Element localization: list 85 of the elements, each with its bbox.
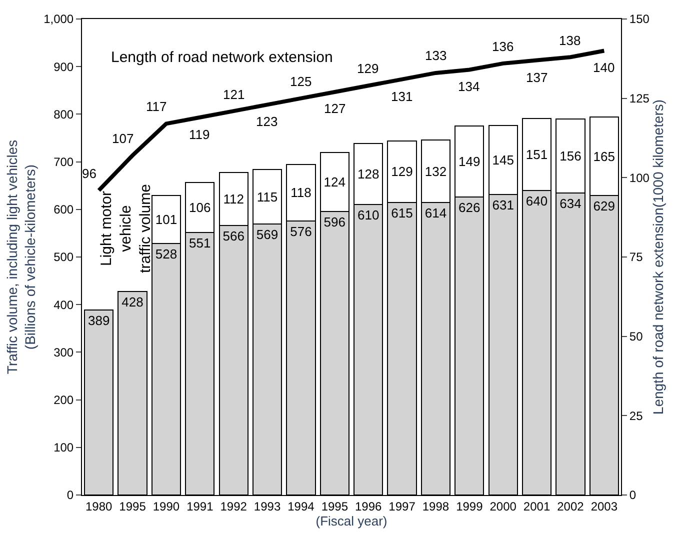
data-label: 610 [357,208,380,223]
y-tick-label: 700 [54,155,74,169]
data-label: 138 [559,33,581,48]
y2-tick-label: 100 [629,170,650,185]
y-tick-label: 900 [54,60,74,74]
y-tick-label: 400 [54,298,74,312]
data-label: 132 [424,164,447,179]
data-label: 129 [357,61,379,76]
data-label: 123 [256,114,278,129]
x-tick-label: 1993 [254,499,281,514]
data-label: 115 [256,189,278,204]
data-label: 629 [593,198,616,214]
y2-tick-label: 0 [629,488,636,502]
x-tick-label: 1980 [85,499,113,514]
data-label: 117 [146,99,167,114]
x-tick-label: 1990 [152,499,180,514]
data-label: 576 [290,224,312,239]
x-tick-label: 1997 [388,499,416,514]
x-tick-label: 1992 [220,499,248,514]
data-label: 118 [290,185,312,200]
x-tick-label: 1994 [288,499,315,514]
y2-axis-title: Length of road network extension(1000 kilometers) [650,99,666,415]
y-tick-label: 500 [54,250,74,264]
data-label: 631 [492,198,514,213]
data-label: 127 [324,101,346,116]
data-label: 528 [155,246,178,262]
data-label: 112 [223,191,244,206]
y-tick-label: 1,000 [44,12,74,26]
y2-tick-label: 50 [629,330,644,344]
y2-tick-label: 25 [629,408,644,423]
data-label: 119 [189,127,210,142]
data-label: 129 [391,164,413,180]
data-label: 131 [391,89,413,104]
data-label: 96 [82,166,96,181]
y-tick-label: 100 [54,440,74,455]
data-label: 136 [492,39,514,54]
data-label: 634 [560,196,582,212]
y-axis-title: Traffic volume, including light vehicles (Billions of vehicle-kilometers) [4,140,38,374]
data-label: 569 [256,227,278,242]
data-label: 614 [424,206,447,221]
data-label: 428 [122,294,144,310]
data-label: 140 [593,60,615,75]
data-label: 145 [492,152,514,168]
data-label: 640 [526,193,548,208]
x-tick-label: 1999 [456,499,484,514]
data-label: 125 [290,74,312,89]
x-axis-title: (Fiscal year) [316,513,388,528]
data-label: 121 [223,87,245,102]
data-label: 596 [324,214,346,230]
x-tick-label: 2001 [523,499,550,514]
x-tick-label: 2002 [557,499,584,514]
y-tick-label: 200 [54,393,74,407]
data-label: 133 [425,48,447,63]
data-label: 149 [458,154,480,170]
x-tick-label: 1995 [119,499,146,514]
x-tick-label: 1996 [354,499,382,514]
data-label: 389 [88,312,110,328]
y2-tick-label: 75 [629,250,644,264]
data-label: 124 [324,174,346,190]
data-label: 134 [458,79,480,94]
x-tick-label: 2003 [590,499,618,514]
y2-tick-label: 150 [629,12,650,26]
data-label: 106 [189,200,211,215]
x-tick-label: 1998 [422,499,450,514]
data-label: 151 [526,146,548,162]
y-tick-label: 0 [66,488,74,502]
data-label: 107 [112,131,134,146]
x-tick-label: 1991 [186,499,214,514]
y-tick-label: 600 [54,202,74,217]
data-label: 128 [357,166,380,182]
data-label: 156 [560,148,582,164]
y-tick-label: 800 [54,107,74,122]
series-label: Length of road network extension [111,49,333,66]
data-label: 566 [222,228,244,244]
data-label: 615 [391,205,413,220]
data-label: 551 [189,236,211,251]
y2-tick-label: 125 [629,92,650,106]
data-label: 165 [593,148,616,164]
data-label: 137 [526,70,548,85]
data-label: 626 [458,200,480,216]
text: Light motor vehicle traffic volume [98,184,154,273]
y-tick-label: 300 [54,345,74,360]
x-tick-label: 1995 [321,499,348,514]
data-label: 101 [155,212,178,228]
x-tick-label: 2000 [490,499,517,514]
